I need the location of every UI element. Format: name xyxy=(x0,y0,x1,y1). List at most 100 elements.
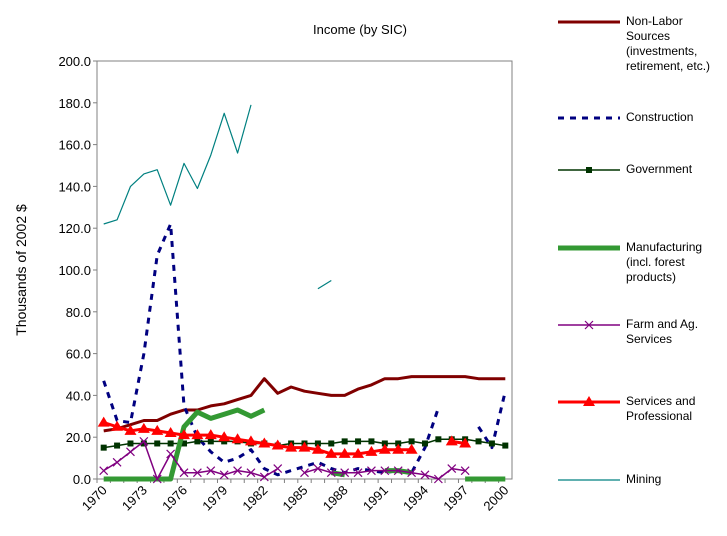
x-tick-label: 1982 xyxy=(239,483,270,514)
x-tick-label: 1985 xyxy=(280,483,311,514)
y-tick-label: 180.0 xyxy=(58,96,91,111)
legend-label: Construction xyxy=(626,110,694,124)
marker xyxy=(313,464,323,473)
marker xyxy=(325,447,338,458)
marker xyxy=(258,437,271,448)
marker xyxy=(246,468,256,478)
marker xyxy=(355,438,362,445)
y-tick-label: 40.0 xyxy=(66,388,91,403)
legend-label: Services and Professional xyxy=(626,394,696,423)
x-tick-label: 1976 xyxy=(159,483,190,514)
marker xyxy=(192,468,202,478)
y-tick-label: 200.0 xyxy=(58,54,91,69)
series xyxy=(103,104,332,290)
marker xyxy=(285,441,298,452)
marker xyxy=(99,466,109,476)
marker xyxy=(393,466,403,476)
marker xyxy=(326,468,336,478)
marker xyxy=(380,466,390,476)
legend-label: Mining xyxy=(626,472,662,486)
x-tick-label: 1970 xyxy=(79,483,110,514)
marker xyxy=(298,441,311,452)
marker xyxy=(352,447,365,458)
marker xyxy=(340,468,350,478)
marker xyxy=(408,438,415,445)
marker xyxy=(445,435,458,446)
marker xyxy=(111,420,124,431)
marker xyxy=(583,396,595,406)
legend-label: Non-Labor Sources (investments, retireme… xyxy=(626,14,711,73)
marker xyxy=(368,438,375,445)
marker xyxy=(421,440,428,447)
marker xyxy=(407,468,417,478)
marker xyxy=(311,443,324,454)
marker xyxy=(218,431,231,442)
marker xyxy=(151,424,164,435)
marker xyxy=(164,427,177,438)
marker xyxy=(460,466,470,476)
marker xyxy=(194,438,201,445)
marker xyxy=(405,443,418,454)
series-line xyxy=(103,407,506,482)
marker xyxy=(231,433,244,444)
marker xyxy=(459,437,472,448)
marker xyxy=(273,464,283,473)
marker xyxy=(433,474,443,484)
y-tick-label: 120.0 xyxy=(58,221,91,236)
series xyxy=(103,407,506,482)
series xyxy=(103,375,506,433)
marker xyxy=(435,436,442,443)
marker xyxy=(219,470,229,480)
marker xyxy=(338,447,351,458)
y-tick-label: 20.0 xyxy=(66,430,91,445)
marker xyxy=(152,474,162,484)
marker xyxy=(233,466,242,476)
series xyxy=(97,416,472,458)
marker xyxy=(124,424,137,435)
marker xyxy=(586,167,592,173)
marker xyxy=(206,466,216,476)
marker xyxy=(154,440,161,447)
chart-title: Income (by SIC) xyxy=(313,22,407,37)
marker xyxy=(166,449,176,459)
marker xyxy=(137,422,150,433)
marker xyxy=(112,457,122,467)
marker xyxy=(191,429,204,440)
marker xyxy=(126,447,135,457)
marker xyxy=(221,438,228,445)
marker xyxy=(381,440,388,447)
y-tick-label: 100.0 xyxy=(58,263,91,278)
legend-label: Farm and Ag. Services xyxy=(626,317,699,346)
marker xyxy=(488,440,495,447)
marker xyxy=(447,464,457,473)
x-tick-label: 1979 xyxy=(199,483,230,514)
marker xyxy=(328,440,335,447)
x-tick-label: 1997 xyxy=(440,483,471,514)
marker xyxy=(97,416,110,427)
x-tick-label: 1994 xyxy=(400,483,431,514)
marker xyxy=(395,440,402,447)
series xyxy=(99,436,470,484)
marker xyxy=(300,468,309,478)
marker xyxy=(353,468,363,478)
marker xyxy=(367,466,376,476)
marker xyxy=(259,472,269,482)
marker xyxy=(378,443,391,454)
marker xyxy=(341,438,348,445)
y-tick-label: 140.0 xyxy=(58,179,91,194)
series-line xyxy=(103,375,506,433)
legend-label: Manufacturing (incl. forest products) xyxy=(626,240,703,284)
x-tick-label: 2000 xyxy=(480,483,511,514)
marker xyxy=(271,439,284,450)
y-axis-label: Thousands of 2002 $ xyxy=(13,204,29,336)
marker xyxy=(475,438,482,445)
y-tick-label: 0.0 xyxy=(73,472,91,487)
marker xyxy=(584,320,594,330)
series-line xyxy=(103,104,332,290)
marker xyxy=(167,440,174,447)
y-tick-label: 60.0 xyxy=(66,347,91,362)
x-tick-label: 1991 xyxy=(360,483,391,514)
marker xyxy=(127,440,134,447)
